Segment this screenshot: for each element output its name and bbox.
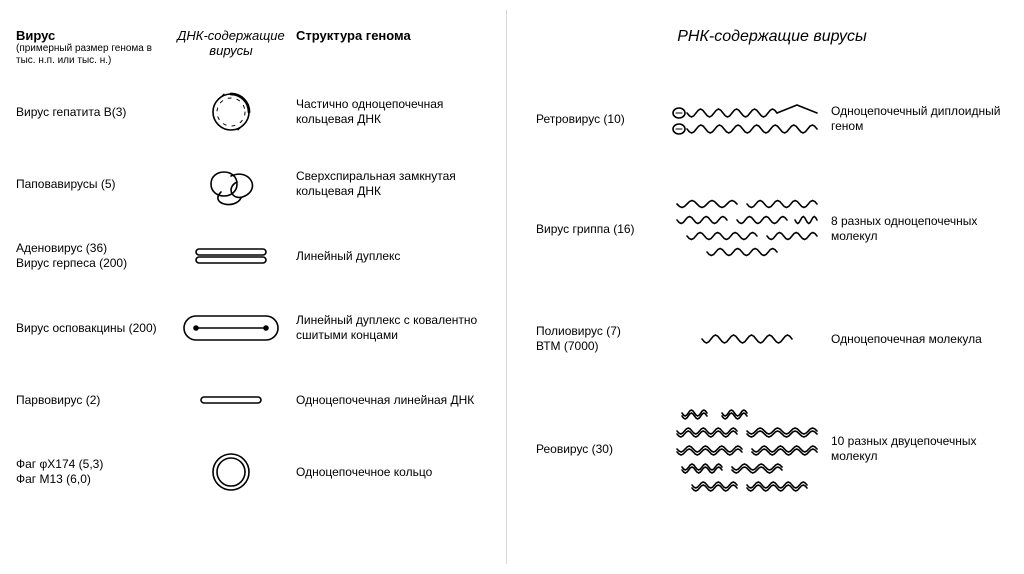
virus-name: Аденовирус (36)Вирус герпеса (200) — [16, 241, 166, 271]
genome-structure: 8 разных одноцепочечных молекул — [831, 214, 1008, 244]
virus-row: Аденовирус (36)Вирус герпеса (200) Линей… — [16, 220, 488, 292]
flu8-icon — [664, 194, 831, 264]
ring-icon — [166, 442, 296, 502]
virus-name: Фаг φX174 (5,3)Фаг M13 (6,0) — [16, 457, 166, 487]
virus-name: Вирус осповакцины (200) — [16, 321, 166, 336]
virus-name: Паповавирусы (5) — [16, 177, 166, 192]
virus-row: Вирус гепатита B(3) Частично одноцепочеч… — [16, 76, 488, 148]
virus-row: Полиовирус (7)ВТМ (7000) Одноцепочечная м… — [536, 284, 1008, 394]
genome-structure: Частично одноцепочечная кольцевая ДНК — [296, 97, 486, 127]
genome-structure: Линейный дуплекс с ковалентно сшитыми ко… — [296, 313, 486, 343]
linear-single-icon — [166, 390, 296, 410]
virus-name: Полиовирус (7)ВТМ (7000) — [536, 324, 664, 354]
virus-name: Реовирус (30) — [536, 442, 664, 457]
reo10-icon — [664, 401, 831, 497]
virus-row: Фаг φX174 (5,3)Фаг M13 (6,0) Одноцепочеч… — [16, 436, 488, 508]
header-virus-sub: (примерный размер генома в тыс. н.п. или… — [16, 43, 166, 66]
header-virus: Вирус (примерный размер генома в тыс. н.… — [16, 28, 166, 66]
virus-row: Вирус гриппа (16) 8 разных одноцепочечных… — [536, 174, 1008, 284]
header-structure-title: Структура генома — [296, 28, 486, 43]
header-dna-title: ДНК-содержащие вирусы — [166, 28, 296, 58]
panel-separator — [506, 10, 507, 564]
genome-structure: Одноцепочечный диплоидный геном — [831, 104, 1008, 134]
genome-structure: Одноцепочечное кольцо — [296, 465, 486, 480]
linear-closed-icon — [166, 308, 296, 348]
virus-row: Реовирус (30) 10 разных двуцепочечных мол… — [536, 394, 1008, 504]
partial-ring-icon — [166, 82, 296, 142]
rna-viruses-panel: РНК-содержащие вирусы Ретровирус (10) Од… — [520, 0, 1020, 574]
genome-structure: 10 разных двуцепочечных молекул — [831, 434, 1008, 464]
virus-row: Ретровирус (10) Одноцепочечный диплоидны… — [536, 64, 1008, 174]
genome-structure: Одноцепочечная молекула — [831, 332, 1008, 347]
virus-name: Ретровирус (10) — [536, 112, 664, 127]
dna-viruses-panel: Вирус (примерный размер генома в тыс. н.… — [0, 0, 500, 574]
retro-icon — [664, 99, 831, 139]
genome-structure: Линейный дуплекс — [296, 249, 486, 264]
genome-structure: Сверхспиральная замкнутая кольцевая ДНК — [296, 169, 486, 199]
header-virus-title: Вирус — [16, 28, 55, 43]
virus-name: Парвовирус (2) — [16, 393, 166, 408]
virus-name: Вирус гепатита B(3) — [16, 105, 166, 120]
supercoil-icon — [166, 154, 296, 214]
virus-row: Парвовирус (2) Одноцепочечная линейная ДН… — [16, 364, 488, 436]
right-header-row: РНК-содержащие вирусы — [536, 28, 1008, 46]
left-rows-container: Вирус гепатита B(3) Частично одноцепочеч… — [16, 76, 488, 508]
virus-row: Паповавирусы (5) Сверхспиральная замкнут… — [16, 148, 488, 220]
linear-duplex-icon — [166, 241, 296, 271]
right-rows-container: Ретровирус (10) Одноцепочечный диплоидны… — [536, 64, 1008, 504]
header-rna-title: РНК-содержащие вирусы — [536, 28, 1008, 46]
genome-structure: Одноцепочечная линейная ДНК — [296, 393, 486, 408]
left-header-row: Вирус (примерный размер генома в тыс. н.… — [16, 28, 488, 66]
virus-row: Вирус осповакцины (200) Линейный дуплекс… — [16, 292, 488, 364]
virus-name: Вирус гриппа (16) — [536, 222, 664, 237]
polio-icon — [664, 327, 831, 351]
